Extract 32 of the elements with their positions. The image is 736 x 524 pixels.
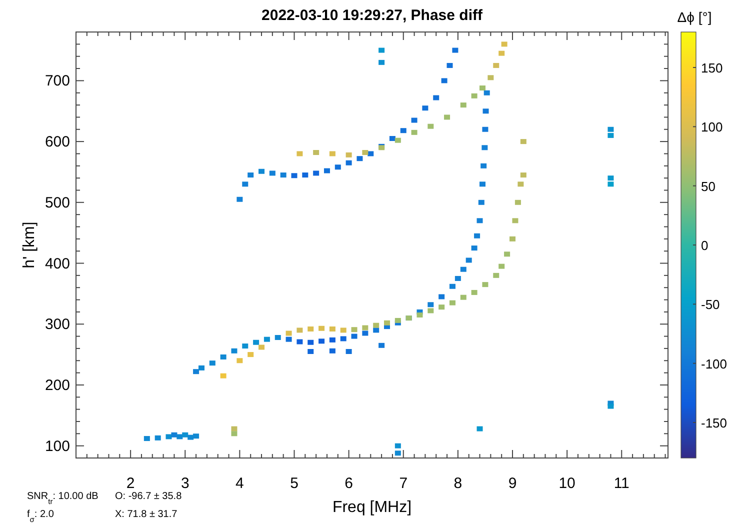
x-tick-label: 5 [290,475,298,492]
text: f$_{σ}$: 2.0 [27,509,54,524]
x-tick-label: 8 [454,475,462,492]
x-axis-title: Freq [MHz] [332,499,412,516]
y-tick-label: 400 [44,255,70,272]
x-tick-label: 4 [236,475,244,492]
x-tick-label: 3 [180,475,190,492]
y-tick-label: 700 [44,72,70,90]
y-tick-label: 300 [44,316,70,334]
text: O: -96.7 ± 35.8 [115,491,182,502]
text: SNR$_{tr}$: 10.00 dB [27,491,99,506]
color-bar-label: -100 [701,356,728,372]
x-tick-label: 11 [614,475,630,492]
x-tick-label: 10 [558,475,576,492]
y-tick-label: 100 [44,438,70,455]
x-tick-label: 9 [508,475,517,492]
text: X: 71.8 ± 31.7 [115,509,178,520]
color-bar-title: Δϕ [°] [677,9,712,25]
y-tick-label: 200 [44,376,70,394]
y-tick-label: 600 [44,134,70,151]
color-bar-label: 0 [701,238,708,253]
y-axis-title: h' [km] [21,222,38,268]
color-bar-label: -50 [701,297,720,312]
chart-title: 2022-03-10 19:29:27, Phase diff [262,7,484,24]
color-bar-label: 50 [701,178,716,194]
color-bar-label: -150 [701,416,728,430]
x-tick-label: 7 [399,475,408,492]
color-bar-label: 100 [701,120,723,135]
y-tick-label: 500 [44,194,70,212]
color-bar-label: 150 [701,60,723,76]
x-tick-label: 2 [126,475,135,492]
x-tick-label: 6 [344,475,353,492]
